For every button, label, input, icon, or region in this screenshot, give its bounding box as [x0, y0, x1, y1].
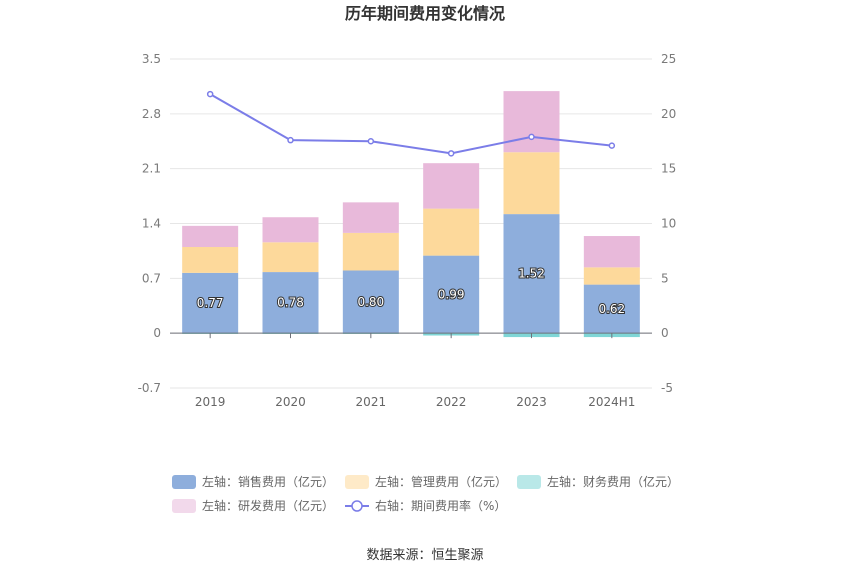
- left-axis-tick-label: 2.8: [142, 107, 161, 121]
- axis-layer: 3.5 2.8 2.1 1.4 0.7 0 -0.7 25 20 15 10 5 0 -5 2019 2020…: [138, 52, 677, 409]
- bar-segment: [503, 152, 560, 215]
- x-axis-tick-label: 2023: [516, 395, 547, 409]
- label-layer: 0.77 0.78 0.80 0.99 1.52 0.62: [196, 266, 626, 317]
- data-label: 0.77: [197, 296, 224, 310]
- rate-line: [209, 93, 612, 155]
- bar-segment: [423, 208, 480, 256]
- rate-point: [287, 136, 294, 144]
- legend-swatch: [172, 499, 196, 513]
- right-axis-tick-label: 15: [661, 162, 676, 176]
- legend-line-marker: [351, 500, 363, 512]
- bar-segment: [342, 232, 399, 271]
- legend-label: 右轴：期间费用率（%）: [375, 498, 506, 513]
- right-axis-tick-label: 20: [661, 107, 676, 121]
- data-label: 0.78: [277, 296, 304, 310]
- left-axis-tick-label: 0.7: [142, 271, 161, 285]
- line-layer: [206, 90, 616, 157]
- legend-label: 左轴：研发费用（亿元）: [202, 498, 334, 513]
- data-label: 0.62: [598, 302, 625, 316]
- bar-segment: [262, 242, 319, 273]
- right-axis-tick-label: 10: [661, 217, 676, 231]
- rate-point: [608, 142, 616, 149]
- bar-segment: [423, 255, 480, 334]
- bar-segment: [423, 163, 480, 209]
- left-axis-tick-label: 2.1: [142, 162, 161, 176]
- left-axis-tick-label: 1.4: [142, 217, 161, 231]
- legend-swatch: [517, 475, 541, 489]
- grid-layer: [170, 58, 652, 389]
- legend-label: 左轴：管理费用（亿元）: [375, 474, 507, 489]
- data-label: 1.52: [518, 267, 545, 281]
- bar-segment: [182, 247, 239, 273]
- x-axis-tick-label: 2024H1: [588, 395, 635, 409]
- chart-title: 历年期间费用变化情况: [345, 4, 505, 23]
- rate-point: [206, 90, 214, 98]
- rate-point: [447, 150, 455, 157]
- bar-layer: [182, 91, 640, 338]
- bar-segment: [503, 91, 560, 153]
- legend-label: 左轴：销售费用（亿元）: [202, 474, 334, 489]
- left-axis-tick-label: 3.5: [142, 52, 161, 66]
- data-label: 0.80: [357, 295, 384, 309]
- right-axis-tick-label: 0: [661, 326, 669, 340]
- legend-swatch: [345, 475, 369, 489]
- bar-segment: [583, 284, 640, 334]
- legend-swatch: [172, 475, 196, 489]
- bar-segment: [583, 236, 640, 268]
- bar-segment: [182, 272, 239, 334]
- x-axis-tick-label: 2020: [275, 395, 306, 409]
- bar-segment: [342, 270, 399, 334]
- bar-segment: [503, 214, 560, 334]
- bar-segment: [583, 267, 640, 285]
- right-axis-tick-label: 5: [661, 271, 669, 285]
- data-label: 0.99: [438, 287, 465, 301]
- left-axis-tick-label: -0.7: [138, 381, 161, 395]
- legend: 左轴：销售费用（亿元） 左轴：管理费用（亿元） 左轴：财务费用（亿元） 左轴：研发费用…: [172, 474, 679, 513]
- legend-label: 左轴：财务费用（亿元）: [547, 474, 679, 489]
- bar-segment: [182, 225, 239, 247]
- x-axis-tick-label: 2021: [356, 395, 387, 409]
- rate-point: [367, 138, 375, 145]
- source-note: 数据来源：恒生聚源: [366, 548, 483, 563]
- bar-segment: [262, 217, 319, 243]
- bar-segment: [342, 202, 399, 233]
- right-axis-tick-label: -5: [661, 381, 673, 395]
- bar-segment: [262, 272, 319, 334]
- right-axis-tick-label: 25: [661, 52, 676, 66]
- x-axis-tick-label: 2022: [436, 395, 467, 409]
- rate-point: [528, 133, 535, 141]
- left-axis-tick-label: 0: [153, 326, 161, 340]
- x-axis-tick-label: 2019: [195, 395, 226, 409]
